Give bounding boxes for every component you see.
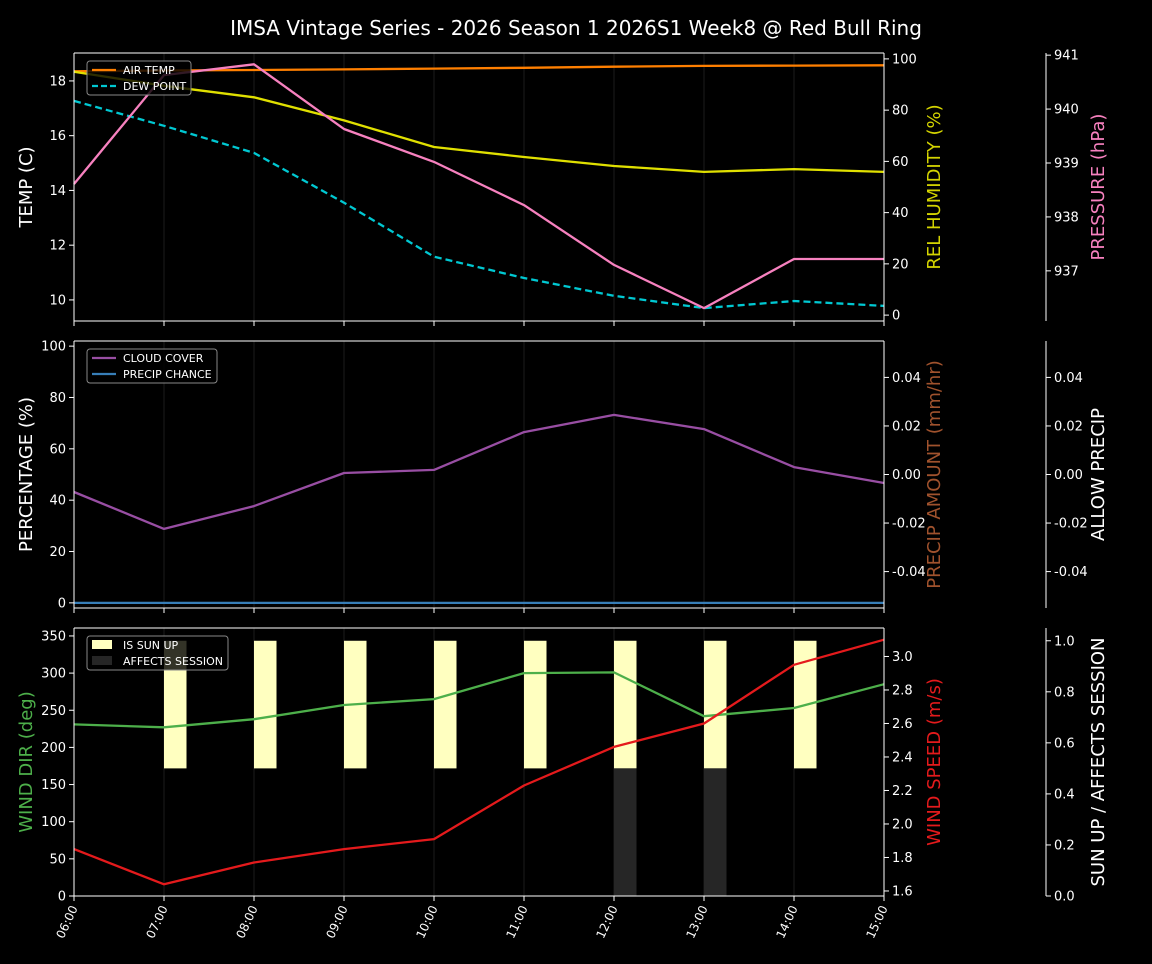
y-tick-label: 20	[892, 257, 909, 272]
bar-is-sun-up	[614, 641, 637, 769]
y-tick-label: 12	[49, 239, 66, 254]
bar-is-sun-up	[524, 641, 547, 769]
x-tick-label: 12:00	[593, 903, 620, 940]
y-tick-label: 2.0	[892, 817, 913, 832]
y-tick-label: -0.04	[892, 565, 926, 580]
bar-affects-session	[614, 768, 637, 896]
legend-label: DEW POINT	[123, 80, 187, 93]
y-tick-label: -0.02	[1054, 517, 1088, 532]
y-tick-label: 100	[41, 815, 66, 830]
y-tick-label: 250	[41, 704, 66, 719]
y-tick-label: 100	[41, 340, 66, 355]
y-axis-label: ALLOW PRECIP	[1088, 408, 1109, 541]
y-tick-label: 2.6	[892, 717, 913, 732]
y-axis-label: TEMP (C)	[16, 146, 37, 228]
y-tick-label: 0	[58, 596, 66, 611]
x-tick-label: 09:00	[323, 903, 350, 940]
y-tick-label: 0.6	[1054, 736, 1075, 751]
y-tick-label: 18	[49, 74, 66, 89]
y-tick-label: 939	[1054, 157, 1079, 172]
y-tick-label: 2.8	[892, 683, 913, 698]
bar-is-sun-up	[434, 641, 457, 769]
legend-label: CLOUD COVER	[123, 352, 204, 365]
y-axis-label: PRECIP AMOUNT (mm/hr)	[924, 360, 945, 589]
legend-label: PRECIP CHANCE	[123, 368, 212, 381]
y-tick-label: 0.04	[892, 371, 921, 386]
series-line-p2-1	[74, 640, 884, 885]
y-tick-label: 16	[49, 129, 66, 144]
y-tick-label: 60	[49, 442, 66, 457]
y-tick-label: 0.02	[1054, 419, 1083, 434]
y-tick-label: 0.0	[1054, 890, 1075, 905]
y-axis-label: PRESSURE (hPa)	[1088, 114, 1109, 261]
y-tick-label: 300	[41, 667, 66, 682]
y-tick-label: 1.6	[892, 884, 913, 899]
y-tick-label: 100	[892, 52, 917, 67]
x-tick-label: 13:00	[683, 903, 710, 940]
y-tick-label: 350	[41, 629, 66, 644]
y-tick-label: 80	[892, 104, 909, 119]
y-tick-label: 150	[41, 778, 66, 793]
y-tick-label: 0.02	[892, 419, 921, 434]
x-tick-label: 06:00	[53, 903, 80, 940]
y-tick-label: 0.8	[1054, 685, 1075, 700]
y-tick-label: 937	[1054, 264, 1079, 279]
legend-swatch	[92, 640, 112, 649]
y-tick-label: 0.2	[1054, 838, 1075, 853]
y-axis-label: REL HUMIDITY (%)	[924, 104, 945, 269]
legend-label: AIR TEMP	[123, 64, 175, 77]
x-tick-label: 08:00	[233, 903, 260, 940]
y-tick-label: 1.0	[1054, 634, 1075, 649]
bar-is-sun-up	[704, 641, 727, 769]
y-tick-label: 40	[892, 206, 909, 221]
y-tick-label: 3.0	[892, 650, 913, 665]
y-axis-label: WIND DIR (deg)	[16, 691, 37, 833]
y-tick-label: 20	[49, 545, 66, 560]
y-tick-label: 0.4	[1054, 787, 1075, 802]
y-tick-label: 40	[49, 494, 66, 509]
x-tick-label: 10:00	[413, 903, 440, 940]
legend-label: IS SUN UP	[123, 639, 179, 652]
y-tick-label: 0	[892, 309, 900, 324]
series-line-p2-0	[74, 672, 884, 727]
series-line-p0-2	[74, 72, 884, 172]
y-axis-label: WIND SPEED (m/s)	[924, 678, 945, 846]
y-tick-label: 0.00	[1054, 468, 1083, 483]
legend-label: AFFECTS SESSION	[123, 655, 223, 668]
y-tick-label: 0.00	[892, 468, 921, 483]
y-tick-label: 50	[49, 852, 66, 867]
y-tick-label: 2.2	[892, 784, 913, 799]
series-line-p0-3	[74, 64, 884, 308]
chart-title: IMSA Vintage Series - 2026 Season 1 2026…	[230, 16, 922, 40]
y-tick-label: 80	[49, 391, 66, 406]
y-tick-label: 60	[892, 155, 909, 170]
y-tick-label: 0	[58, 890, 66, 905]
legend-swatch	[92, 656, 112, 665]
x-tick-label: 07:00	[143, 903, 170, 940]
y-tick-label: -0.04	[1054, 565, 1088, 580]
x-tick-label: 11:00	[503, 903, 530, 940]
y-tick-label: 14	[49, 184, 66, 199]
y-tick-label: 941	[1054, 49, 1079, 64]
y-axis-label: SUN UP / AFFECTS SESSION	[1088, 637, 1109, 886]
y-tick-label: 2.4	[892, 750, 913, 765]
y-tick-label: 0.04	[1054, 371, 1083, 386]
y-tick-label: 938	[1054, 210, 1079, 225]
y-tick-label: -0.02	[892, 517, 926, 532]
y-tick-label: 940	[1054, 103, 1079, 118]
y-axis-label: PERCENTAGE (%)	[16, 397, 37, 552]
bar-affects-session	[704, 768, 727, 896]
y-tick-label: 10	[49, 293, 66, 308]
x-tick-label: 14:00	[773, 903, 800, 940]
series-line-cloud-cover	[74, 415, 884, 529]
bar-is-sun-up	[254, 641, 277, 769]
y-tick-label: 1.8	[892, 851, 913, 866]
x-tick-label: 15:00	[863, 903, 890, 940]
y-tick-label: 200	[41, 741, 66, 756]
